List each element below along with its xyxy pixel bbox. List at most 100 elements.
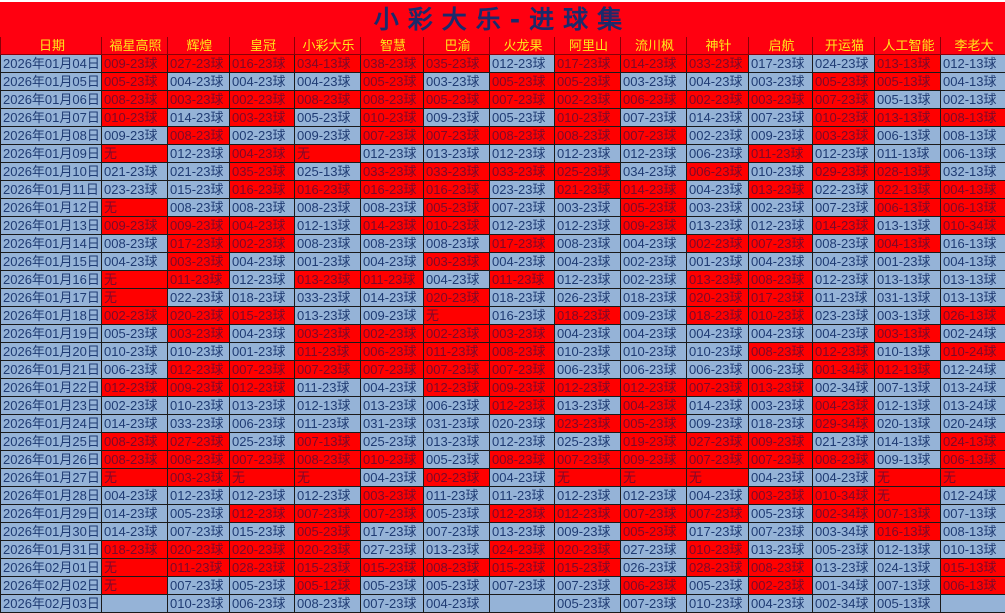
- result-cell-hit[interactable]: 007-23球: [621, 127, 687, 145]
- result-cell-hit[interactable]: 无: [102, 271, 168, 289]
- result-cell[interactable]: 001-23球: [230, 343, 295, 361]
- result-cell-hit[interactable]: 020-23球: [168, 307, 230, 325]
- result-cell-hit[interactable]: 007-23球: [361, 505, 424, 523]
- result-cell[interactable]: 003-23球: [424, 73, 490, 91]
- result-cell[interactable]: 004-23球: [687, 73, 749, 91]
- result-cell-hit[interactable]: 016-23球: [295, 181, 361, 199]
- result-cell[interactable]: 010-23球: [168, 595, 230, 613]
- date-cell[interactable]: 2026年01月12日: [1, 199, 102, 217]
- result-cell-hit[interactable]: 010-23球: [555, 109, 621, 127]
- result-cell[interactable]: 004-23球: [361, 379, 424, 397]
- result-cell[interactable]: 012-13球: [295, 217, 361, 235]
- column-header[interactable]: 神针: [687, 37, 749, 55]
- result-cell[interactable]: 007-23球: [168, 523, 230, 541]
- result-cell[interactable]: 033-23球: [168, 415, 230, 433]
- result-cell-hit[interactable]: 027-23球: [168, 433, 230, 451]
- result-cell[interactable]: 018-23球: [490, 289, 555, 307]
- result-cell-hit[interactable]: 020-23球: [230, 541, 295, 559]
- result-cell[interactable]: 004-23球: [749, 325, 813, 343]
- result-cell-hit[interactable]: 003-23球: [490, 325, 555, 343]
- result-cell[interactable]: 022-23球: [813, 181, 875, 199]
- result-cell[interactable]: 008-23球: [168, 199, 230, 217]
- result-cell-hit[interactable]: 013-13球: [875, 55, 941, 73]
- result-cell[interactable]: 009-23球: [424, 109, 490, 127]
- result-cell-hit[interactable]: 022-13球: [875, 181, 941, 199]
- result-cell[interactable]: 007-23球: [621, 595, 687, 613]
- result-cell-hit[interactable]: 009-23球: [102, 55, 168, 73]
- result-cell-hit[interactable]: 007-23球: [295, 505, 361, 523]
- result-cell-hit[interactable]: 017-23球: [555, 55, 621, 73]
- result-cell[interactable]: 013-23球: [230, 397, 295, 415]
- result-cell[interactable]: 008-23球: [230, 199, 295, 217]
- result-cell-hit[interactable]: 006-13球: [941, 451, 1005, 469]
- result-cell[interactable]: 005-23球: [555, 595, 621, 613]
- date-cell[interactable]: 2026年01月09日: [1, 145, 102, 163]
- date-cell[interactable]: 2026年01月18日: [1, 307, 102, 325]
- result-cell[interactable]: 006-23球: [555, 361, 621, 379]
- result-cell-hit[interactable]: 015-23球: [295, 559, 361, 577]
- column-header[interactable]: 皇冠: [230, 37, 295, 55]
- result-cell-hit[interactable]: 012-23球: [621, 379, 687, 397]
- result-cell-hit[interactable]: 011-23球: [749, 145, 813, 163]
- result-cell[interactable]: 009-23球: [295, 127, 361, 145]
- column-header[interactable]: 李老大: [941, 37, 1005, 55]
- result-cell-hit[interactable]: 无: [621, 469, 687, 487]
- result-cell[interactable]: 007-23球: [424, 523, 490, 541]
- result-cell[interactable]: 013-23球: [361, 397, 424, 415]
- result-cell[interactable]: 002-34球: [813, 595, 875, 613]
- result-cell[interactable]: 004-23球: [813, 325, 875, 343]
- result-cell-hit[interactable]: 010-23球: [687, 541, 749, 559]
- result-cell[interactable]: 013-23球: [813, 559, 875, 577]
- result-cell-hit[interactable]: 020-23球: [687, 289, 749, 307]
- result-cell-hit[interactable]: 007-23球: [361, 361, 424, 379]
- result-cell[interactable]: 013-23球: [490, 523, 555, 541]
- result-cell-hit[interactable]: 028-13球: [875, 163, 941, 181]
- result-cell[interactable]: 010-23球: [687, 343, 749, 361]
- result-cell-hit[interactable]: 004-23球: [813, 397, 875, 415]
- result-cell[interactable]: 006-23球: [687, 361, 749, 379]
- result-cell-hit[interactable]: 012-23球: [230, 379, 295, 397]
- result-cell[interactable]: 025-23球: [361, 433, 424, 451]
- result-cell-hit[interactable]: 025-23球: [555, 163, 621, 181]
- result-cell[interactable]: 008-23球: [295, 199, 361, 217]
- result-cell-hit[interactable]: 014-23球: [621, 55, 687, 73]
- result-cell-hit[interactable]: 012-13球: [875, 361, 941, 379]
- result-cell-hit[interactable]: 008-23球: [361, 91, 424, 109]
- result-cell[interactable]: 013-23球: [424, 541, 490, 559]
- result-cell-hit[interactable]: 016-23球: [424, 181, 490, 199]
- result-cell-hit[interactable]: 016-23球: [361, 181, 424, 199]
- result-cell-hit[interactable]: 010-23球: [361, 451, 424, 469]
- result-cell-hit[interactable]: 009-23球: [621, 217, 687, 235]
- result-cell-hit[interactable]: 007-23球: [555, 451, 621, 469]
- result-cell-hit[interactable]: 008-23球: [749, 271, 813, 289]
- result-cell[interactable]: 005-23球: [749, 505, 813, 523]
- result-cell-hit[interactable]: 002-23球: [230, 235, 295, 253]
- result-cell[interactable]: 004-23球: [749, 253, 813, 271]
- result-cell-hit[interactable]: 008-23球: [490, 127, 555, 145]
- result-cell[interactable]: 012-23球: [490, 145, 555, 163]
- result-cell-hit[interactable]: 002-34球: [813, 505, 875, 523]
- result-cell[interactable]: 009-23球: [687, 415, 749, 433]
- result-cell-hit[interactable]: 013-23球: [295, 271, 361, 289]
- result-cell[interactable]: 003-13球: [875, 307, 941, 325]
- date-cell[interactable]: 2026年01月29日: [1, 505, 102, 523]
- result-cell-hit[interactable]: 007-23球: [424, 361, 490, 379]
- result-cell[interactable]: 013-13球: [941, 289, 1005, 307]
- result-cell[interactable]: 012-23球: [490, 55, 555, 73]
- result-cell[interactable]: 004-23球: [102, 487, 168, 505]
- result-cell-hit[interactable]: 008-23球: [490, 343, 555, 361]
- result-cell-hit[interactable]: 011-23球: [361, 271, 424, 289]
- result-cell-hit[interactable]: 无: [102, 559, 168, 577]
- result-cell[interactable]: 012-23球: [749, 217, 813, 235]
- result-cell[interactable]: 013-13球: [875, 271, 941, 289]
- date-cell[interactable]: 2026年01月25日: [1, 433, 102, 451]
- result-cell[interactable]: 025-23球: [555, 433, 621, 451]
- result-cell-hit[interactable]: 017-23球: [490, 235, 555, 253]
- result-cell-hit[interactable]: 021-23球: [555, 181, 621, 199]
- result-cell[interactable]: 012-24球: [941, 361, 1005, 379]
- column-header[interactable]: 人工智能: [875, 37, 941, 55]
- result-cell[interactable]: 005-23球: [295, 109, 361, 127]
- date-cell[interactable]: 2026年01月23日: [1, 397, 102, 415]
- result-cell[interactable]: 027-23球: [361, 541, 424, 559]
- result-cell[interactable]: 007-23球: [361, 595, 424, 613]
